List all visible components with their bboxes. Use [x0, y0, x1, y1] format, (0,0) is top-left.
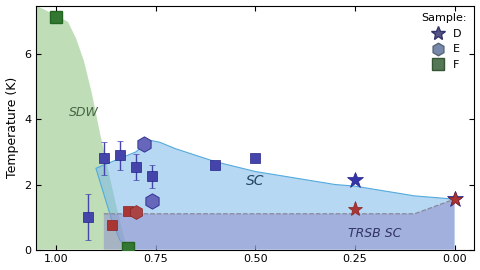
- Legend: D, E, F: D, E, F: [419, 11, 469, 72]
- Text: TRSB SC: TRSB SC: [348, 227, 401, 240]
- Y-axis label: Temperature (K): Temperature (K): [6, 77, 19, 178]
- Text: SDW: SDW: [69, 106, 99, 119]
- Polygon shape: [104, 199, 455, 249]
- Polygon shape: [36, 6, 128, 249]
- Text: SC: SC: [246, 174, 264, 188]
- Polygon shape: [96, 141, 455, 249]
